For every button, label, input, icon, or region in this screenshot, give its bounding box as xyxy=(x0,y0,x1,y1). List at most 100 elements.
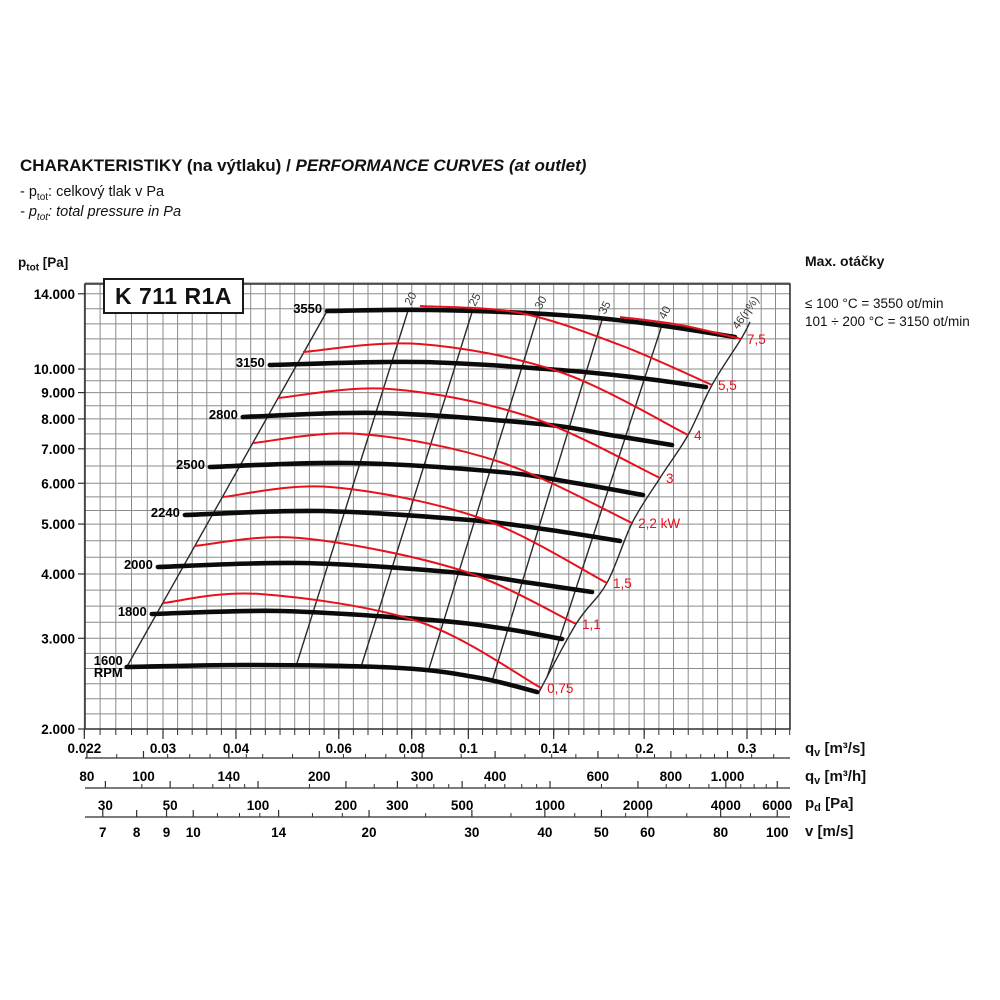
x-tick-label: 0.022 xyxy=(67,741,101,756)
rpm-label: 3550 xyxy=(293,301,322,316)
y-axis: 14.000 10.000 9.000 8.000 7.000 6.000 5.000 4.0… xyxy=(34,287,85,737)
x-tick-label: 100 xyxy=(766,825,789,840)
x-axis-unit-pd_pa: pd [Pa] xyxy=(805,795,853,814)
x-tick-label: 2000 xyxy=(623,798,653,813)
x-tick-label: 0.08 xyxy=(399,741,426,756)
y-axis-unit-label: ptot [Pa] xyxy=(18,255,68,274)
x-tick-label: 0.3 xyxy=(738,741,757,756)
x-tick-label: 100 xyxy=(247,798,270,813)
x-tick-label: 800 xyxy=(660,769,683,784)
x-tick-label: 1000 xyxy=(535,798,565,813)
power-curve-7.5 xyxy=(619,316,742,340)
efficiency-label: 35 xyxy=(597,299,614,316)
power-curves xyxy=(162,305,742,689)
power-curve-0.75 xyxy=(162,592,542,689)
x-axis-unit-qv_m3h: qv [m³/h] xyxy=(805,768,866,787)
y-tick-label: 8.000 xyxy=(41,412,75,427)
x-tick-label: 0.03 xyxy=(150,741,177,756)
x-tick-label: 4000 xyxy=(711,798,741,813)
x-tick-label: 300 xyxy=(411,769,434,784)
power-label: 7,5 xyxy=(747,332,766,347)
note-prefix: - p xyxy=(20,184,37,200)
x-tick-label: 80 xyxy=(79,769,94,784)
note-text: : celkový tlak v Pa xyxy=(48,184,165,200)
max-speed-line2: 101 ÷ 200 °C = 3150 ot/min xyxy=(805,314,970,329)
rpm-curve-3550 xyxy=(324,307,738,340)
note-subscript: tot xyxy=(36,191,49,203)
note-text: : total pressure in Pa xyxy=(48,204,182,220)
rpm-label: 2240 xyxy=(151,505,180,520)
rpm-label: 1600 xyxy=(94,653,123,668)
x-axis-v_ms: 7 8 9 10 14 20 30 40 50 60 80 100 v [m/s] xyxy=(85,810,853,840)
max-speed-heading: Max. otáčky xyxy=(805,253,885,269)
power-label: 3 xyxy=(666,471,674,486)
efficiency-label: 30 xyxy=(533,294,550,311)
power-curve-2.2 xyxy=(253,432,633,524)
x-tick-label: 0.06 xyxy=(326,741,353,756)
efficiency-label: 25 xyxy=(467,291,484,308)
power-label: 1,5 xyxy=(613,576,632,591)
efficiency-line-25 xyxy=(360,311,473,668)
y-tick-label: 10.000 xyxy=(34,362,75,377)
max-speed-line1: ≤ 100 °C = 3550 ot/min xyxy=(805,296,944,311)
rpm-label: 2000 xyxy=(124,557,153,572)
rpm-curve-2800 xyxy=(240,410,675,448)
title-czech: CHARAKTERISTIKY (na výtlaku) xyxy=(20,156,282,175)
page-title: CHARAKTERISTIKY (na výtlaku) / PERFORMAN… xyxy=(20,156,586,176)
efficiency-label: 20 xyxy=(403,290,420,307)
x-tick-label: 500 xyxy=(451,798,474,813)
y-tick-label: 5.000 xyxy=(41,517,75,532)
x-tick-label: 20 xyxy=(362,825,377,840)
x-tick-label: 100 xyxy=(132,769,155,784)
y-tick-label: 3.000 xyxy=(41,631,75,646)
rpm-label: 2800 xyxy=(209,407,238,422)
x-tick-label: 60 xyxy=(640,825,655,840)
x-tick-label: 8 xyxy=(133,825,141,840)
power-curve-3 xyxy=(277,387,661,479)
y-unit-rest: [Pa] xyxy=(39,255,69,270)
x-tick-label: 0.2 xyxy=(635,741,654,756)
rpm-curve-2500 xyxy=(207,460,646,498)
rpm-curve-2000 xyxy=(155,560,595,595)
x-axis-unit-qv_m3s: qv [m³/s] xyxy=(805,740,865,759)
title-english: PERFORMANCE CURVES (at outlet) xyxy=(295,156,587,175)
power-curve-1.1 xyxy=(194,536,577,625)
efficiency-max-label: 46(η%) xyxy=(731,294,762,331)
x-tick-label: 200 xyxy=(335,798,358,813)
x-tick-label: 30 xyxy=(464,825,479,840)
x-tick-label: 1.000 xyxy=(711,769,745,784)
x-tick-label: 400 xyxy=(484,769,507,784)
power-label: 2,2 kW xyxy=(638,516,680,531)
y-tick-label: 4.000 xyxy=(41,567,75,582)
chart-frame xyxy=(84,283,791,730)
rpm-label-unit: RPM xyxy=(94,665,123,680)
x-tick-label: 50 xyxy=(163,798,178,813)
note-english: - ptot: total pressure in Pa xyxy=(20,204,181,223)
title-separator: / xyxy=(281,156,296,175)
x-tick-label: 0.04 xyxy=(223,741,250,756)
rpm-curves xyxy=(124,307,738,695)
power-curve-5.5 xyxy=(419,305,713,386)
y-tick-label: 9.000 xyxy=(41,386,75,401)
x-tick-label: 14 xyxy=(271,825,287,840)
efficiency-line-30 xyxy=(427,314,539,673)
x-tick-label: 9 xyxy=(163,825,171,840)
x-tick-label: 30 xyxy=(98,798,113,813)
x-tick-label: 200 xyxy=(308,769,331,784)
x-tick-label: 300 xyxy=(386,798,409,813)
left-boundary-line xyxy=(126,310,328,668)
x-tick-label: 0.14 xyxy=(541,741,568,756)
power-label: 5,5 xyxy=(718,378,737,393)
x-tick-label: 10 xyxy=(186,825,201,840)
power-curve-1.5 xyxy=(222,485,608,584)
y-tick-label: 14.000 xyxy=(34,287,75,302)
x-tick-label: 80 xyxy=(713,825,728,840)
rpm-curve-1600 xyxy=(124,662,540,695)
y-tick-label: 2.000 xyxy=(41,722,75,737)
note-subscript: tot xyxy=(36,211,49,223)
note-prefix: - p xyxy=(20,204,37,220)
rpm-curve-1800 xyxy=(149,608,565,642)
x-tick-label: 0.1 xyxy=(459,741,478,756)
